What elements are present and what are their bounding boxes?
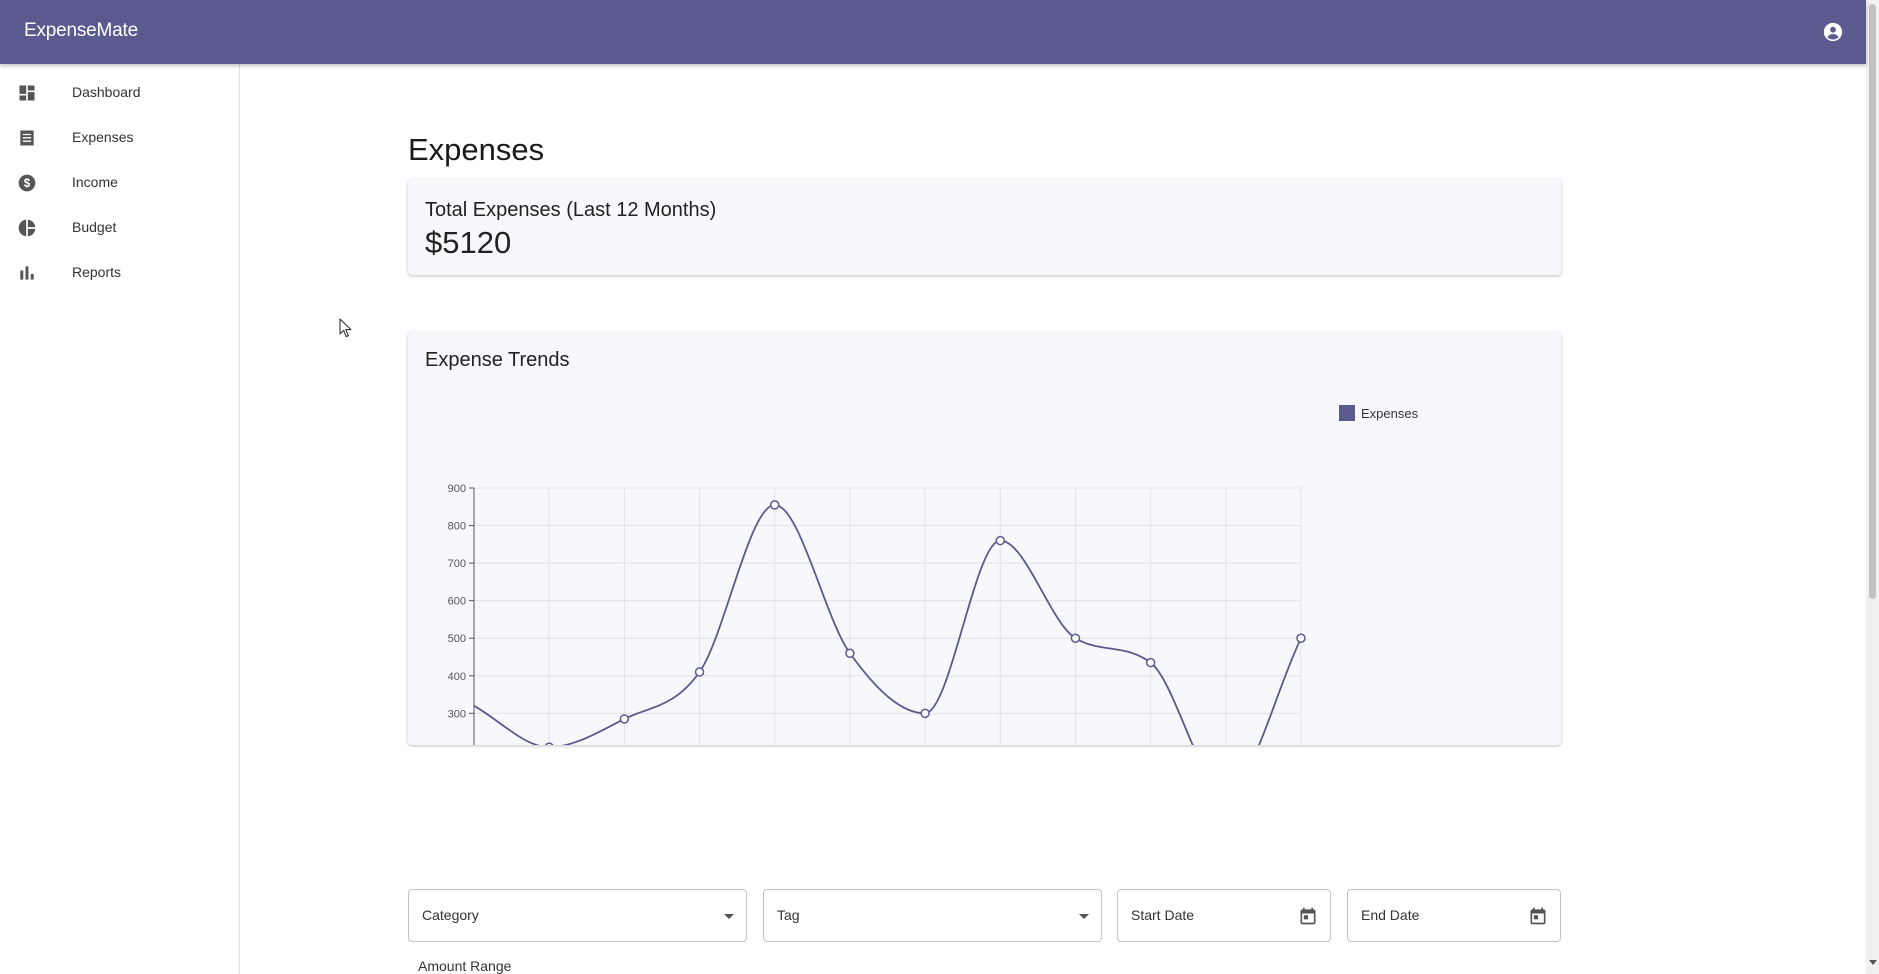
app-bar: ExpenseMate [0,0,1866,64]
sidebar-item-label: Income [72,174,118,190]
y-tick-label: 600 [448,596,466,608]
end-date-field[interactable]: End Date [1347,889,1561,942]
page-title: Expenses [408,132,545,167]
chevron-down-icon [1079,914,1089,919]
app-brand[interactable]: ExpenseMate [24,20,138,41]
account-circle-icon[interactable] [1822,21,1844,43]
dollar-coin-icon: $ [18,174,36,192]
sidebar-item-dashboard[interactable]: Dashboard [0,71,239,116]
total-expenses-value: $5120 [425,225,512,260]
chevron-down-icon [724,914,734,919]
data-point [769,500,780,510]
series-line-0 [473,503,1302,745]
receipt-icon [20,130,34,146]
category-select[interactable]: Category [408,889,747,942]
amount-range-label: Amount Range [418,958,512,974]
y-tick-label: 700 [448,558,466,570]
data-point [619,714,630,724]
category-select-label: Category [422,907,479,923]
page-scrollbar[interactable] [1866,0,1879,974]
pie-chart-icon [18,219,36,237]
data-point [694,667,705,677]
total-expenses-label: Total Expenses (Last 12 Months) [425,199,717,221]
tag-select-label: Tag [777,907,800,923]
total-expenses-card: Total Expenses (Last 12 Months) $5120 [408,179,1561,275]
data-point [1145,657,1156,668]
calendar-icon[interactable] [1298,906,1318,926]
sidebar-item-label: Reports [72,264,122,280]
data-point [1296,633,1306,643]
svg-text:$: $ [24,177,31,190]
data-point [995,535,1006,546]
start-date-label: Start Date [1131,907,1195,923]
sidebar-item-label: Dashboard [72,84,141,100]
start-date-field[interactable]: Start Date [1117,889,1331,942]
scroll-down-arrow-icon[interactable] [1869,960,1877,965]
sidebar: Dashboard Expenses $ Income Budget Repor… [0,64,240,974]
data-point [845,648,855,658]
sidebar-item-budget[interactable]: Budget [0,206,239,251]
sidebar-item-label: Expenses [72,129,134,145]
calendar-icon[interactable] [1528,906,1548,926]
scrollbar-thumb[interactable] [1869,4,1876,599]
bar-chart-icon [20,266,34,280]
expense-trends-card: Expense Trends 0100200300400500600700800… [408,332,1561,745]
sidebar-item-expenses[interactable]: Expenses [0,116,239,161]
y-tick-label: 900 [448,483,466,495]
tag-select[interactable]: Tag [763,889,1102,942]
main-content: Expenses Total Expenses (Last 12 Months)… [240,64,1866,974]
end-date-label: End Date [1361,907,1420,923]
legend-swatch [1339,405,1355,421]
y-tick-label: 800 [448,521,466,533]
sidebar-item-label: Budget [72,219,117,235]
y-tick-label: 500 [448,633,466,645]
expense-trends-title: Expense Trends [425,349,570,371]
data-point [920,708,930,719]
mouse-cursor-icon [339,318,352,338]
legend-label: Expenses [1361,406,1419,421]
y-tick-label: 300 [448,708,466,720]
data-point [544,742,554,745]
y-tick-label: 400 [448,671,466,683]
sidebar-item-income[interactable]: $ Income [0,161,239,206]
expense-trends-chart: 0100200300400500600700800900SeptemberOct… [448,405,1419,745]
data-point [1070,633,1081,643]
sidebar-item-reports[interactable]: Reports [0,251,239,296]
dashboard-icon [19,85,35,101]
